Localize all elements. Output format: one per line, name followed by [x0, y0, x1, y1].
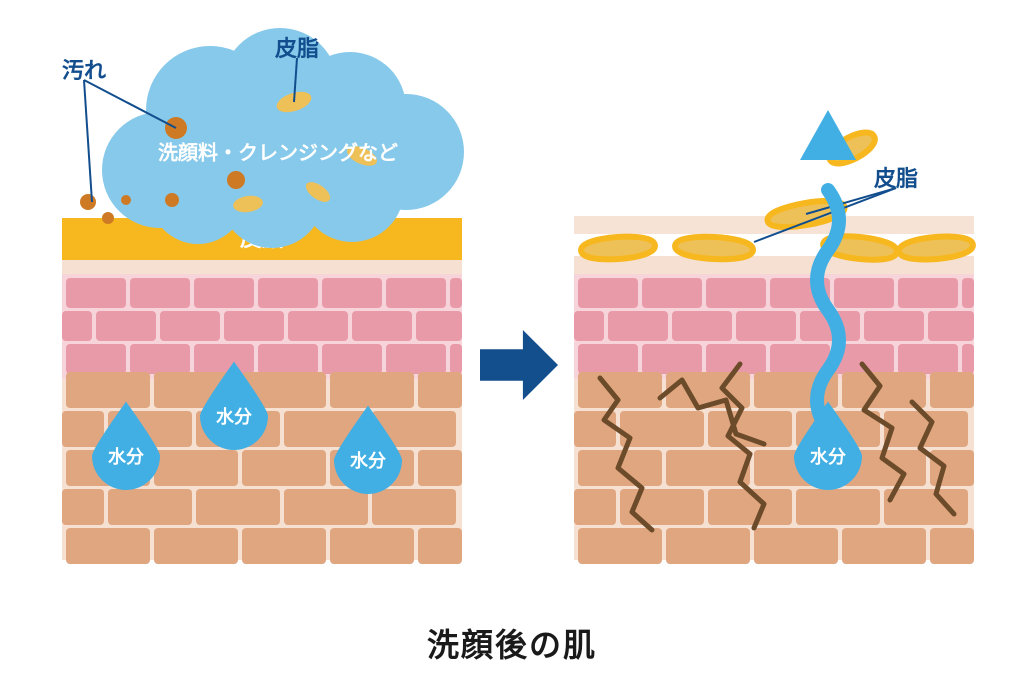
- caption: 洗顔後の肌: [0, 620, 1024, 666]
- svg-text:皮脂: 皮脂: [874, 166, 918, 191]
- svg-text:洗顔料・クレンジングなど: 洗顔料・クレンジングなど: [158, 140, 398, 164]
- svg-text:水分: 水分: [108, 446, 144, 467]
- cleanser-cloud: [102, 28, 464, 248]
- diagram-svg: 皮脂洗顔料・クレンジングなど汚れ皮脂皮脂水分水分水分水分: [0, 0, 1024, 687]
- svg-text:皮脂: 皮脂: [275, 36, 319, 61]
- svg-text:水分: 水分: [216, 406, 252, 427]
- transition-arrow: [480, 330, 558, 400]
- diagram-stage: 皮脂洗顔料・クレンジングなど汚れ皮脂皮脂水分水分水分水分 洗顔後の肌: [0, 0, 1024, 687]
- svg-text:水分: 水分: [810, 446, 846, 467]
- svg-text:水分: 水分: [350, 450, 386, 471]
- svg-text:汚れ: 汚れ: [62, 58, 106, 83]
